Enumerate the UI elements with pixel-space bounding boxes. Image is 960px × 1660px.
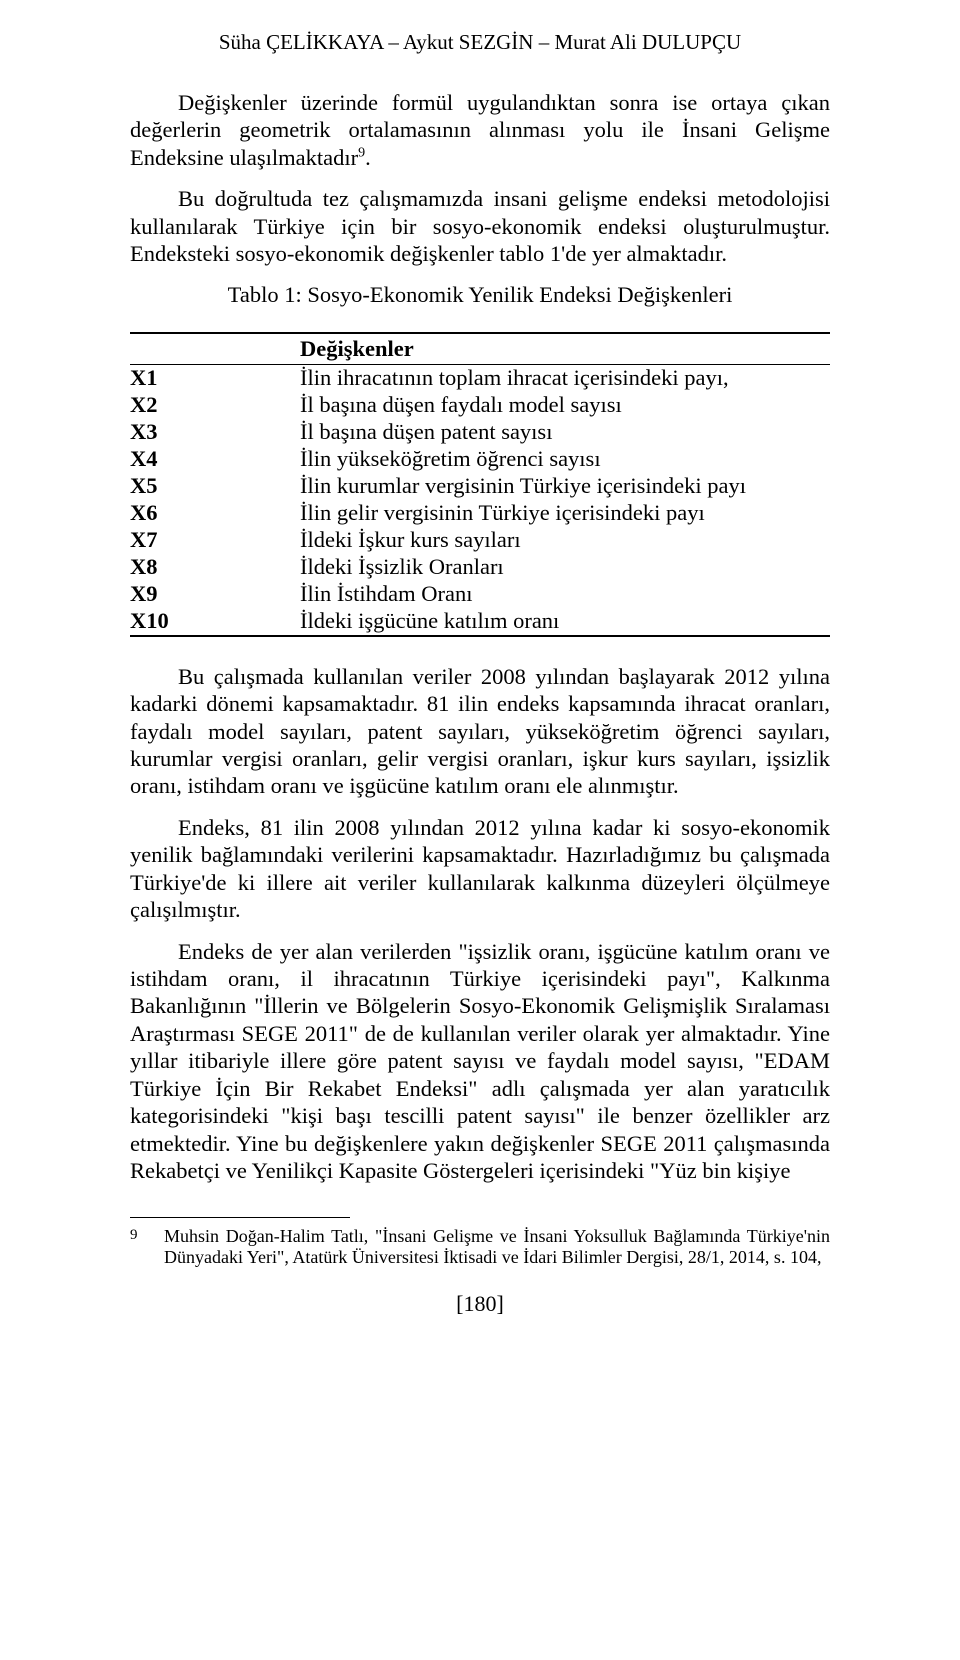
footnote-9: 9 Muhsin Doğan-Halim Tatlı, "İnsani Geli… xyxy=(130,1226,830,1269)
paragraph-1-end: . xyxy=(365,145,371,170)
table-header-desc: Değişkenler xyxy=(300,333,830,365)
table-row: X2 İl başına düşen faydalı model sayısı xyxy=(130,392,830,419)
variable-desc: İlin ihracatının toplam ihracat içerisin… xyxy=(300,364,830,392)
variable-desc: İldeki işgücüne katılım oranı xyxy=(300,608,830,636)
table-row: X7 İldeki İşkur kurs sayıları xyxy=(130,527,830,554)
table-row: X4 İlin yükseköğretim öğrenci sayısı xyxy=(130,446,830,473)
footnote-text: Muhsin Doğan-Halim Tatlı, "İnsani Gelişm… xyxy=(164,1226,830,1269)
table-header-code xyxy=(130,333,300,365)
variable-desc: İlin İstihdam Oranı xyxy=(300,581,830,608)
table-row: X10 İldeki işgücüne katılım oranı xyxy=(130,608,830,636)
table-row: X3 İl başına düşen patent sayısı xyxy=(130,419,830,446)
page-container: Süha ÇELİKKAYA – Aykut SEZGİN – Murat Al… xyxy=(0,0,960,1357)
variable-desc: İlin kurumlar vergisinin Türkiye içerisi… xyxy=(300,473,830,500)
variable-code: X1 xyxy=(130,364,300,392)
table-row: X8 İldeki İşsizlik Oranları xyxy=(130,554,830,581)
page-number: [180] xyxy=(130,1291,830,1317)
header-authors: Süha ÇELİKKAYA – Aykut SEZGİN – Murat Al… xyxy=(130,30,830,55)
table-row: X9 İlin İstihdam Oranı xyxy=(130,581,830,608)
variable-desc: İlin gelir vergisinin Türkiye içerisinde… xyxy=(300,500,830,527)
variable-code: X2 xyxy=(130,392,300,419)
paragraph-2: Bu doğrultuda tez çalışmamızda insani ge… xyxy=(130,185,830,267)
variable-code: X6 xyxy=(130,500,300,527)
variable-code: X3 xyxy=(130,419,300,446)
footnote-separator xyxy=(130,1217,350,1218)
variable-code: X7 xyxy=(130,527,300,554)
variable-desc: İl başına düşen faydalı model sayısı xyxy=(300,392,830,419)
table-caption: Tablo 1: Sosyo-Ekonomik Yenilik Endeksi … xyxy=(130,282,830,308)
variable-desc: İlin yükseköğretim öğrenci sayısı xyxy=(300,446,830,473)
variable-code: X9 xyxy=(130,581,300,608)
variable-code: X8 xyxy=(130,554,300,581)
table-row: X1 İlin ihracatının toplam ihracat içeri… xyxy=(130,364,830,392)
table-header-row: Değişkenler xyxy=(130,333,830,365)
paragraph-3: Bu çalışmada kullanılan veriler 2008 yıl… xyxy=(130,663,830,800)
variables-table: Değişkenler X1 İlin ihracatının toplam i… xyxy=(130,332,830,637)
paragraph-4: Endeks, 81 ilin 2008 yılından 2012 yılın… xyxy=(130,814,830,924)
table-row: X6 İlin gelir vergisinin Türkiye içerisi… xyxy=(130,500,830,527)
paragraph-1: Değişkenler üzerinde formül uygulandıkta… xyxy=(130,89,830,171)
paragraph-5: Endeks de yer alan verilerden "işsizlik … xyxy=(130,938,830,1185)
variable-desc: İldeki İşkur kurs sayıları xyxy=(300,527,830,554)
variable-desc: İldeki İşsizlik Oranları xyxy=(300,554,830,581)
table-row: X5 İlin kurumlar vergisinin Türkiye içer… xyxy=(130,473,830,500)
variable-desc: İl başına düşen patent sayısı xyxy=(300,419,830,446)
footnote-number: 9 xyxy=(130,1226,164,1269)
variable-code: X5 xyxy=(130,473,300,500)
paragraph-1-text: Değişkenler üzerinde formül uygulandıkta… xyxy=(130,90,830,170)
variable-code: X10 xyxy=(130,608,300,636)
variable-code: X4 xyxy=(130,446,300,473)
